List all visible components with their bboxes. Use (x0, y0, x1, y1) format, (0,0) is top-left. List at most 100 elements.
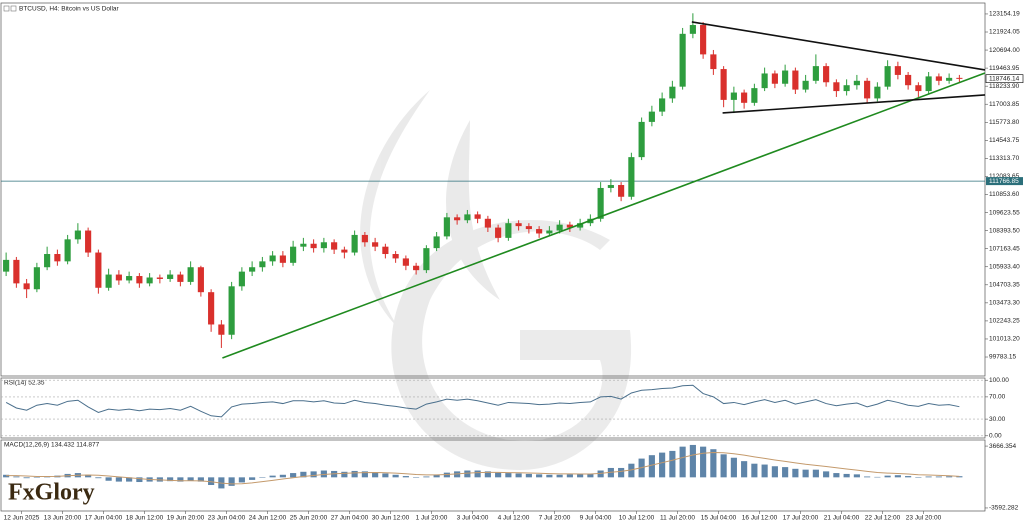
macd-bar (925, 476, 932, 478)
candle-body (659, 98, 666, 112)
macd-bar (751, 463, 758, 478)
macd-bar (85, 474, 92, 478)
candle-body (218, 324, 225, 335)
macd-bar (864, 476, 871, 478)
macd-bar (546, 474, 553, 478)
y-tick-label: -3592.282 (989, 505, 1019, 512)
macd-bar (300, 471, 307, 478)
chart-title: BTCUSD, H4: Bitcoin vs US Dollar (19, 6, 120, 13)
y-tick-label: 0.00 (989, 432, 1002, 439)
candle-body (628, 157, 635, 197)
y-tick-label: 110853.60 (989, 191, 1020, 198)
level-label-box (986, 177, 1023, 186)
candle-body (23, 283, 30, 290)
macd-bar (23, 477, 30, 479)
macd-bar (720, 454, 727, 478)
y-tick-label: 30.00 (989, 416, 1006, 423)
candle-body (197, 267, 204, 293)
macd-bar (618, 467, 625, 478)
macd-bar (782, 467, 789, 478)
candle-body (310, 243, 317, 249)
x-tick-label: 16 Jul 12:00 (742, 515, 778, 522)
candle-body (679, 33, 686, 87)
candle-body (423, 248, 430, 271)
candle-body (208, 292, 215, 325)
macd-bar (874, 476, 881, 478)
candle-body (146, 277, 153, 284)
macd-bar (894, 475, 901, 478)
candle-body (392, 254, 399, 259)
candle-body (177, 274, 184, 282)
candle-body (228, 286, 235, 335)
candle-body (126, 276, 133, 281)
x-tick-label: 15 Jul 04:00 (701, 515, 737, 522)
macd-bar (587, 473, 594, 478)
macd-bar (577, 474, 584, 478)
candle-body (546, 230, 553, 234)
macd-bar (238, 477, 245, 483)
y-tick-label: 117003.85 (989, 101, 1020, 108)
macd-bar (474, 470, 481, 478)
rsi-panel-frame (0, 377, 986, 439)
candle-body (443, 217, 450, 237)
y-tick-label: 121924.05 (989, 29, 1020, 36)
y-tick-label: 114543.75 (989, 137, 1020, 144)
candle-body (771, 73, 778, 84)
symbol-icon (10, 5, 17, 12)
y-tick-label: 107163.45 (989, 245, 1020, 252)
macd-bar (730, 457, 737, 478)
candle-body (320, 242, 327, 249)
candle-body (536, 229, 543, 234)
candle-body (115, 274, 122, 281)
candle-body (474, 214, 481, 219)
candle-body (64, 239, 71, 262)
x-tick-label: 18 Jun 12:00 (126, 515, 164, 522)
candle-body (956, 77, 963, 79)
macd-bar (320, 470, 327, 478)
y-tick-label: 70.00 (989, 394, 1006, 401)
macd-bar (536, 474, 543, 478)
current-price-box (985, 74, 1024, 84)
x-tick-label: 1 Jul 20:00 (416, 515, 448, 522)
candle-body (751, 88, 758, 103)
candle-body (689, 25, 696, 34)
y-tick-label: 123154.19 (989, 11, 1020, 18)
macd-bar (700, 446, 707, 478)
candle-body (648, 111, 655, 122)
x-tick-label: 10 Jul 12:00 (619, 515, 655, 522)
macd-bar (177, 477, 184, 482)
macd-bar (13, 476, 20, 478)
macd-bar (802, 469, 809, 478)
current-price-label: 118746.14 (989, 75, 1020, 82)
candle-body (864, 80, 871, 99)
macd-bar (679, 446, 686, 478)
macd-bar (628, 463, 635, 478)
candle-body (577, 223, 584, 228)
candle-body (3, 259, 10, 272)
macd-bar (351, 470, 358, 478)
macd-bar (454, 471, 461, 478)
x-tick-label: 21 Jul 04:00 (824, 515, 860, 522)
candle-body (607, 185, 614, 188)
rsi-title: RSI(14) 52.35 (4, 380, 45, 387)
macd-bar (341, 471, 348, 478)
y-tick-label: 115773.80 (989, 119, 1020, 126)
y-tick-label: 101013.20 (989, 336, 1020, 343)
candle-body (74, 230, 81, 240)
candle-body (361, 234, 368, 243)
candle-body (290, 246, 297, 263)
candle-body (464, 214, 471, 221)
candle-body (238, 271, 245, 287)
candle-body (249, 267, 256, 272)
candle-body (925, 76, 932, 92)
candle-body (741, 92, 748, 103)
macd-bar (689, 444, 696, 478)
macd-bar (884, 475, 891, 478)
x-tick-label: 7 Jul 20:00 (539, 515, 571, 522)
candle-body (761, 73, 768, 89)
y-tick-label: 99783.15 (989, 354, 1016, 361)
macd-bar (279, 474, 286, 478)
macd-bar (946, 476, 953, 478)
y-tick-label: 109623.55 (989, 209, 1020, 216)
